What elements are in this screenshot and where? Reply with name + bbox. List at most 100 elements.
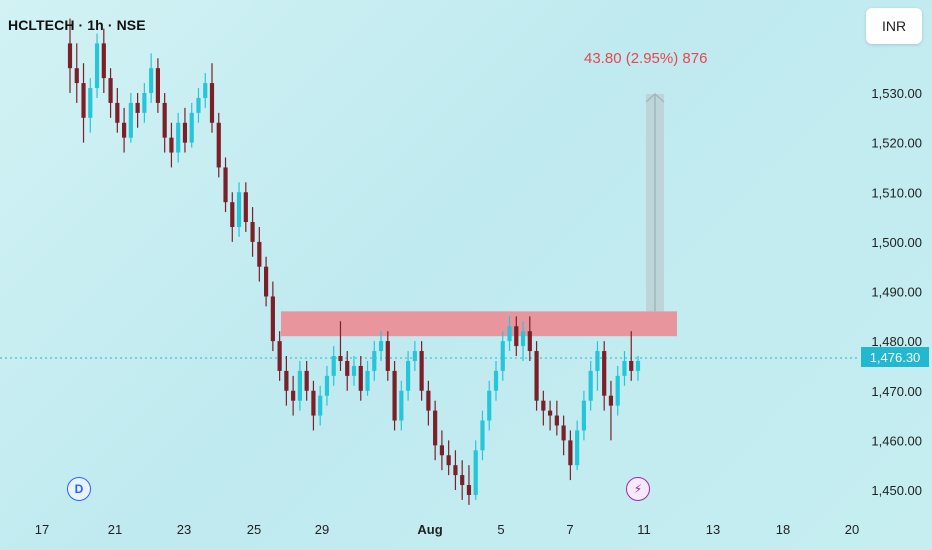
candle-body bbox=[460, 475, 465, 486]
x-tick-label: 18 bbox=[776, 522, 790, 537]
candle-body bbox=[304, 370, 309, 391]
candle-body bbox=[318, 395, 323, 416]
x-tick-label: 23 bbox=[177, 522, 191, 537]
candle-body bbox=[541, 400, 546, 411]
candle-body bbox=[453, 465, 458, 476]
candle-body bbox=[554, 415, 559, 426]
candle-body bbox=[500, 341, 505, 371]
candle-body bbox=[392, 370, 397, 421]
y-axis: 1,530.00 1,520.00 1,510.00 1,500.00 1,490.00… bbox=[871, 86, 922, 498]
y-tick-label: 1,520.00 bbox=[871, 136, 922, 151]
candle-body bbox=[433, 410, 438, 446]
currency-selector[interactable]: INR bbox=[866, 8, 922, 44]
y-tick-label: 1,530.00 bbox=[871, 86, 922, 101]
candle-body bbox=[223, 167, 228, 203]
candle-body bbox=[108, 78, 113, 103]
candle-body bbox=[67, 43, 73, 69]
candle-body bbox=[196, 97, 201, 113]
candle-body bbox=[520, 331, 526, 347]
candle-body bbox=[487, 390, 492, 421]
candle-body bbox=[473, 450, 478, 495]
lightning-icon[interactable]: ⚡ bbox=[626, 477, 650, 501]
candle-body bbox=[94, 43, 100, 89]
candle-body bbox=[135, 102, 140, 113]
candle-body bbox=[514, 326, 519, 347]
candle-body bbox=[595, 351, 600, 371]
candle-body bbox=[263, 266, 269, 297]
candle-body bbox=[466, 485, 472, 495]
candle-body bbox=[527, 331, 532, 352]
candle-body bbox=[324, 375, 330, 396]
x-tick-label: 7 bbox=[566, 522, 573, 537]
candle-body bbox=[399, 390, 404, 421]
x-tick-label: 11 bbox=[637, 522, 651, 537]
candle-body bbox=[311, 390, 316, 416]
candle-body bbox=[155, 68, 161, 103]
candle-body bbox=[602, 351, 607, 396]
x-tick-label: 17 bbox=[35, 522, 49, 537]
candle-body bbox=[588, 370, 593, 401]
candle-body bbox=[635, 360, 641, 371]
candle-body bbox=[385, 341, 390, 371]
last-price-tag: 1,476.30 bbox=[861, 347, 929, 367]
candle-body bbox=[142, 93, 147, 113]
x-tick-label: 21 bbox=[108, 522, 122, 537]
candle-body bbox=[622, 360, 627, 376]
candle-body bbox=[358, 365, 363, 391]
x-axis: 17 21 23 25 29 Aug 5 7 11 13 18 20 bbox=[35, 522, 859, 537]
x-tick-label: 25 bbox=[247, 522, 261, 537]
y-tick-label: 1,450.00 bbox=[871, 483, 922, 498]
candle-body bbox=[230, 202, 235, 227]
candle-body bbox=[243, 192, 248, 223]
dividend-marker[interactable]: D bbox=[67, 477, 91, 501]
candle-body bbox=[209, 83, 215, 123]
y-tick-label: 1,510.00 bbox=[871, 185, 922, 200]
y-tick-label: 1,480.00 bbox=[871, 334, 922, 349]
candle-body bbox=[189, 112, 194, 143]
candle-body bbox=[581, 400, 587, 431]
candle-body bbox=[547, 410, 553, 416]
y-tick-label: 1,490.00 bbox=[871, 285, 922, 300]
candles-group bbox=[67, 18, 641, 505]
candle-body bbox=[439, 445, 445, 456]
candle-body bbox=[291, 390, 296, 401]
candle-body bbox=[412, 351, 417, 361]
candle-body bbox=[331, 356, 336, 376]
symbol-title: HCLTECH · 1h · NSE bbox=[8, 17, 146, 33]
projection-arrow bbox=[645, 92, 665, 312]
candle-body bbox=[169, 137, 174, 153]
candle-body bbox=[405, 360, 411, 391]
candle-body bbox=[216, 122, 221, 168]
candle-body bbox=[365, 370, 370, 391]
candle-body bbox=[149, 68, 154, 93]
candle-body bbox=[338, 356, 343, 361]
candle-body bbox=[277, 341, 282, 371]
x-tick-label: Aug bbox=[417, 522, 442, 537]
candle-body bbox=[297, 370, 303, 401]
candle-body bbox=[270, 296, 275, 342]
candle-body bbox=[81, 83, 86, 118]
candle-body bbox=[629, 360, 634, 371]
x-tick-label: 29 bbox=[315, 522, 329, 537]
candle-body bbox=[121, 122, 127, 138]
candle-body bbox=[534, 351, 539, 401]
candle-body bbox=[162, 102, 167, 138]
candle-body bbox=[101, 43, 106, 79]
candle-body bbox=[182, 122, 188, 143]
candle-body bbox=[378, 341, 384, 352]
candle-body bbox=[568, 440, 573, 466]
candle-body bbox=[507, 326, 512, 342]
candle-body bbox=[115, 102, 120, 123]
candle-body bbox=[128, 102, 133, 138]
candle-body bbox=[446, 455, 451, 466]
y-tick-label: 1,500.00 bbox=[871, 235, 922, 250]
x-tick-label: 20 bbox=[845, 522, 859, 537]
candle-body bbox=[284, 370, 289, 391]
candle-body bbox=[257, 241, 262, 267]
candle-body bbox=[426, 390, 431, 411]
candle-body bbox=[493, 370, 499, 391]
x-tick-label: 13 bbox=[706, 522, 720, 537]
candle-body bbox=[561, 425, 566, 441]
candle-body bbox=[203, 83, 208, 98]
